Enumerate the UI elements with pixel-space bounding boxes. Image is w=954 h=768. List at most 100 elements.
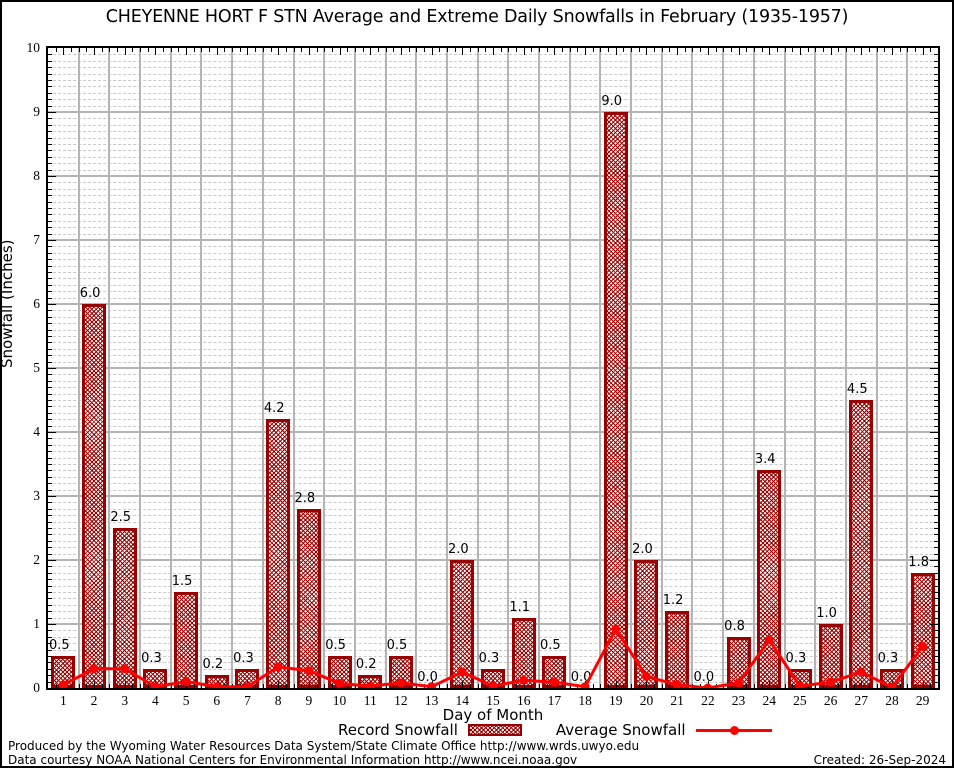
axis-tick [692, 48, 694, 52]
axis-tick [48, 348, 52, 350]
bar-value-label-day-6: 0.2 [202, 657, 224, 673]
axis-tick [124, 681, 126, 688]
minor-gridline [48, 553, 938, 555]
average-marker-day-24 [764, 635, 774, 645]
average-marker-day-4 [150, 682, 160, 688]
axis-tick [186, 48, 188, 55]
bar-value-label-day-20: 2.0 [632, 542, 653, 557]
axis-tick [934, 163, 938, 165]
axis-tick [761, 684, 763, 688]
record-snowfall-bar-day-14 [450, 560, 475, 688]
axis-tick [934, 336, 938, 337]
bar-value-label-day-1: 0.5 [49, 638, 70, 653]
axis-tick [262, 684, 264, 688]
axis-tick [934, 105, 938, 107]
axis-tick [147, 48, 149, 52]
axis-tick [140, 684, 142, 688]
axis-tick [48, 496, 56, 497]
axis-tick [934, 585, 938, 587]
minor-gridline [48, 80, 938, 81]
vertical-gridline [568, 48, 571, 688]
axis-tick [930, 304, 938, 305]
chart-title: CHEYENNE HORT F STN Average and Extreme … [105, 7, 849, 27]
axis-tick [631, 48, 633, 52]
axis-tick [48, 259, 52, 261]
major-gridline [48, 303, 938, 305]
axis-tick [934, 476, 938, 478]
axis-tick [48, 553, 52, 555]
x-tick-label: 20 [639, 693, 654, 708]
axis-tick [48, 412, 52, 414]
axis-tick [615, 48, 617, 55]
axis-tick [301, 48, 303, 52]
axis-tick [48, 592, 52, 593]
minor-gridline [48, 611, 938, 613]
minor-gridline [48, 566, 938, 568]
axis-tick [216, 48, 218, 55]
axis-tick [934, 457, 938, 459]
axis-tick [934, 675, 938, 677]
vertical-gridline [630, 48, 633, 688]
axis-tick [776, 684, 778, 688]
x-tick-label: 26 [823, 693, 838, 708]
axis-tick [316, 48, 318, 52]
bar-value-label-day-12: 0.5 [386, 638, 408, 653]
axis-tick [416, 48, 418, 52]
axis-tick [48, 105, 52, 107]
axis-tick [48, 521, 52, 523]
axis-tick [868, 48, 870, 52]
minor-gridline [48, 233, 938, 235]
average-marker-day-7 [243, 682, 252, 688]
axis-tick [934, 278, 938, 280]
axis-tick [934, 361, 938, 363]
axis-tick [331, 684, 333, 688]
axis-tick [830, 48, 832, 55]
axis-tick [48, 54, 52, 56]
axis-tick [485, 48, 487, 52]
axis-tick [147, 684, 149, 688]
axis-tick [477, 684, 479, 688]
axis-tick [71, 48, 73, 52]
axis-tick [224, 48, 226, 52]
bar-value-label-day-18: 0.0 [570, 670, 592, 685]
bar-value-label-day-29: 1.8 [908, 554, 929, 570]
minor-gridline [48, 528, 938, 529]
axis-tick [934, 419, 938, 421]
minor-gridline [48, 419, 938, 421]
vertical-gridline [415, 48, 418, 688]
axis-tick [934, 291, 938, 293]
axis-tick [934, 470, 938, 472]
axis-tick [934, 617, 938, 619]
minor-gridline [48, 585, 938, 587]
axis-tick [684, 48, 686, 52]
axis-tick [934, 252, 938, 254]
axis-tick [914, 48, 916, 52]
minor-gridline [48, 252, 938, 254]
minor-gridline [48, 502, 938, 504]
x-tick-label: 13 [424, 693, 439, 708]
minor-gridline [48, 182, 938, 184]
y-tick-label: 4 [33, 424, 40, 439]
axis-tick [178, 684, 180, 688]
axis-tick [516, 684, 518, 688]
axis-tick [934, 297, 938, 299]
axis-tick [934, 195, 938, 197]
axis-tick [934, 272, 938, 273]
axis-tick [569, 48, 571, 52]
axis-tick [934, 182, 938, 184]
bar-value-label-day-7: 0.3 [233, 650, 254, 666]
axis-tick [646, 48, 648, 55]
minor-gridline [48, 284, 938, 286]
axis-tick [934, 438, 938, 440]
bar-value-label-day-16: 1.1 [509, 599, 531, 615]
axis-tick [48, 355, 52, 357]
axis-tick [124, 48, 126, 55]
y-tick-label: 5 [33, 360, 40, 375]
minor-gridline [48, 137, 938, 139]
axis-tick [439, 48, 441, 52]
bar-value-label-day-11: 0.2 [355, 657, 377, 673]
axis-tick [48, 80, 52, 81]
axis-tick [117, 48, 119, 52]
axis-tick [930, 560, 938, 561]
bar-value-label-day-21: 1.2 [662, 593, 684, 609]
